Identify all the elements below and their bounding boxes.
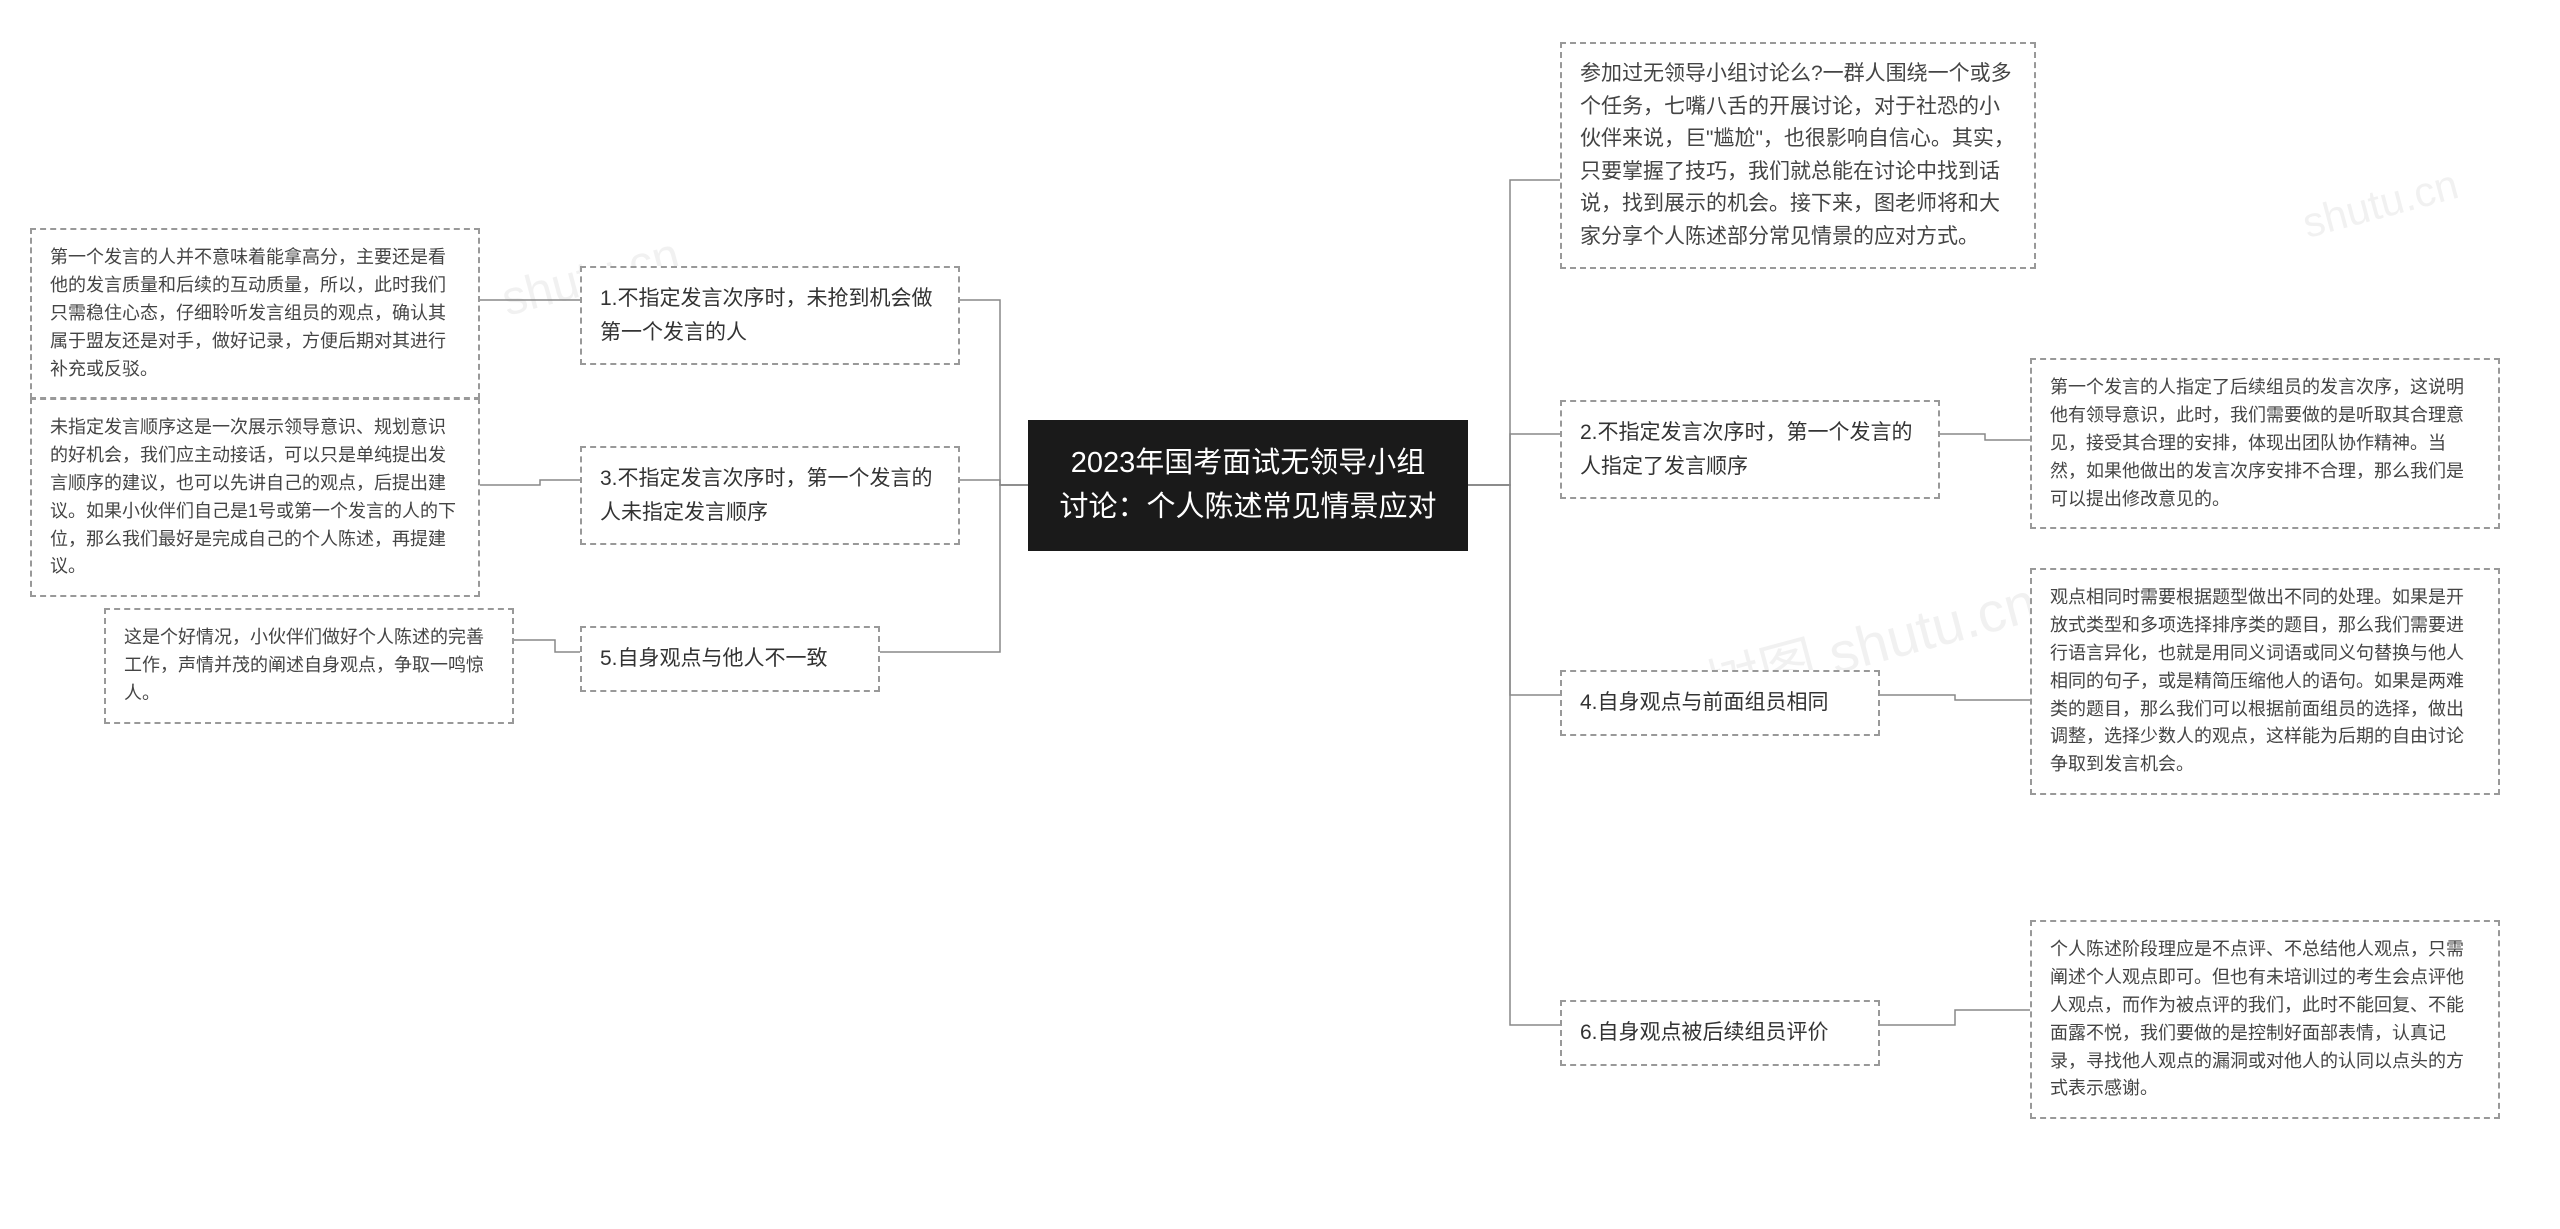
intro-leaf: 参加过无领导小组讨论么?一群人围绕一个或多个任务，七嘴八舌的开展讨论，对于社恐的…: [1560, 42, 2036, 269]
branch-3: 3.不指定发言次序时，第一个发言的人未指定发言顺序: [580, 446, 960, 545]
leaf-5: 这是个好情况，小伙伴们做好个人陈述的完善工作，声情并茂的阐述自身观点，争取一鸣惊…: [104, 608, 514, 724]
branch-5: 5.自身观点与他人不一致: [580, 626, 880, 692]
branch-6: 6.自身观点被后续组员评价: [1560, 1000, 1880, 1066]
leaf-1: 第一个发言的人并不意味着能拿高分，主要还是看他的发言质量和后续的互动质量，所以，…: [30, 228, 480, 399]
branch-4: 4.自身观点与前面组员相同: [1560, 670, 1880, 736]
branch-2: 2.不指定发言次序时，第一个发言的人指定了发言顺序: [1560, 400, 1940, 499]
watermark: shutu.cn: [2298, 160, 2464, 247]
leaf-2: 第一个发言的人指定了后续组员的发言次序，这说明他有领导意识，此时，我们需要做的是…: [2030, 358, 2500, 529]
branch-1: 1.不指定发言次序时，未抢到机会做第一个发言的人: [580, 266, 960, 365]
center-topic: 2023年国考面试无领导小组讨论：个人陈述常见情景应对: [1028, 420, 1468, 551]
leaf-4: 观点相同时需要根据题型做出不同的处理。如果是开放式类型和多项选择排序类的题目，那…: [2030, 568, 2500, 795]
leaf-3: 未指定发言顺序这是一次展示领导意识、规划意识的好机会，我们应主动接话，可以只是单…: [30, 398, 480, 597]
leaf-6: 个人陈述阶段理应是不点评、不总结他人观点，只需阐述个人观点即可。但也有未培训过的…: [2030, 920, 2500, 1119]
